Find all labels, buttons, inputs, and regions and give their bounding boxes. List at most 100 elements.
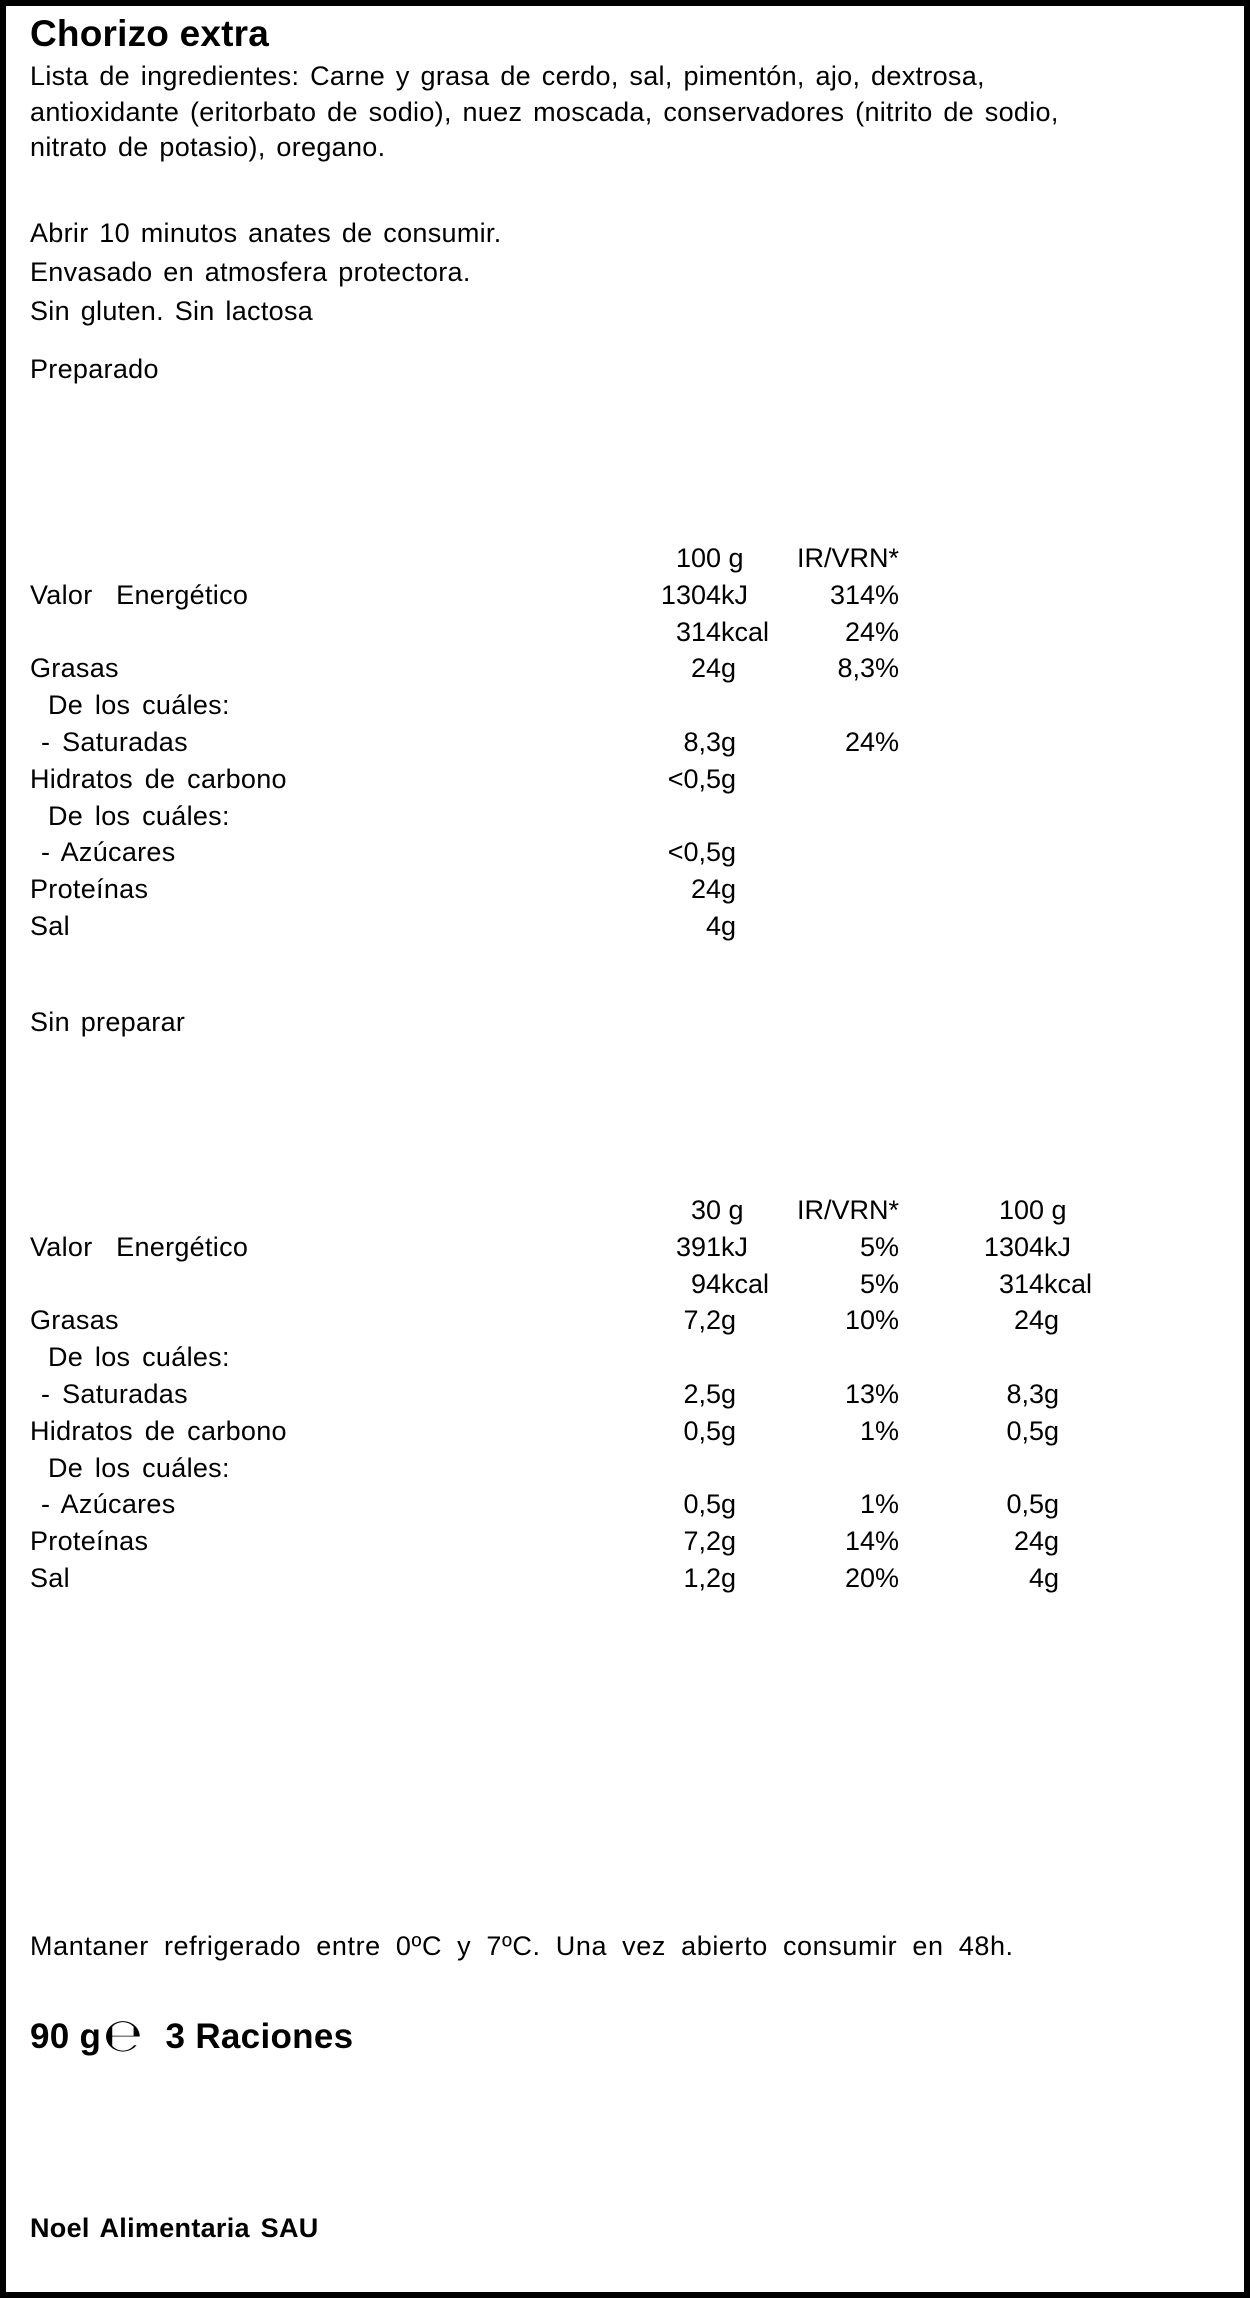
amount-number: 4 [705, 910, 721, 941]
nutrient-label: Valor Energético [30, 1231, 249, 1262]
table-row: Proteínas 24 g [30, 871, 1116, 908]
text-line: nitrato de potasio), oregano. [30, 132, 386, 162]
page-title: Chorizo extra [30, 13, 270, 54]
amount-unit: kcal [721, 1268, 770, 1299]
manufacturer-block: Noel Alimentaria SAU Pla de Begudà s/n, … [30, 2128, 838, 2292]
percent-value: 1% [859, 1415, 899, 1446]
amount-number: 0,5 [683, 1489, 721, 1520]
amount-number [566, 1450, 721, 1487]
per100-unit [1044, 614, 1116, 651]
column-header-irvrn: IR/VRN* [796, 1195, 899, 1225]
nutrient-label: De los cuáles: [48, 800, 230, 831]
percent-value: 13% [844, 1378, 899, 1409]
table-row: - Saturadas 8,3 g 24% [30, 724, 1116, 761]
per100-number [899, 577, 1044, 614]
percent-value: 5% [859, 1231, 899, 1262]
nutrient-label: - Saturadas [41, 1378, 188, 1409]
amount-number: 314 [675, 616, 721, 647]
percent-value: 1% [859, 1489, 899, 1520]
column-spacer [30, 540, 566, 577]
amount-unit: g [721, 1489, 737, 1520]
column-header-amount: 30 [690, 1195, 721, 1225]
percent-value [796, 1339, 899, 1376]
per100-unit [1044, 798, 1116, 835]
per100-number [899, 761, 1044, 798]
per100-number [899, 724, 1044, 761]
per100-unit [1044, 1339, 1116, 1376]
nutrition-table-unprepared: 30 g IR/VRN* 100 g Valor Energético 391 kJ 5% 1… [30, 1192, 1116, 1597]
amount-unit [721, 687, 796, 724]
column-header-irvrn: IR/VRN* [796, 543, 899, 573]
ingredients-text: Lista de ingredientes: Carne y grasa de … [30, 59, 1210, 166]
text-line: Sin gluten. Sin lactosa [30, 296, 314, 327]
nutrient-label: Proteínas [30, 1526, 149, 1557]
servings-count: 3 Raciones [165, 2017, 354, 2056]
per100-unit: g [1044, 1415, 1060, 1446]
per100-number: 4 [1028, 1562, 1044, 1593]
nutrient-label: De los cuáles: [48, 1452, 230, 1483]
per100-number [899, 834, 1044, 871]
nutrient-label [30, 614, 566, 651]
per100-unit [1044, 761, 1116, 798]
per100-unit [1044, 871, 1116, 908]
per100-number [899, 687, 1044, 724]
column-header-per100 [899, 540, 1044, 577]
table-row: Sal 4 g [30, 908, 1116, 945]
per100-unit [1044, 724, 1116, 761]
nutrition-table-prepared: 100 g IR/VRN* Valor Energético 1304 kJ 314% 31… [30, 540, 1116, 945]
percent-value [796, 798, 899, 835]
percent-value [796, 687, 899, 724]
amount-unit: kJ [721, 1231, 748, 1262]
amount-unit: g [721, 1305, 737, 1336]
amount-unit: g [721, 726, 737, 757]
table-row: Hidratos de carbono <0,5 g [30, 761, 1116, 798]
table-row: Hidratos de carbono 0,5 g 1% 0,5 g [30, 1413, 1116, 1450]
estimated-sign-icon: ℮ [103, 2008, 143, 2062]
per100-number: 314 [998, 1268, 1044, 1299]
table-row: Proteínas 7,2 g 14% 24 g [30, 1523, 1116, 1560]
storage-instructions: Mantaner refrigerado entre 0ºC y 7ºC. Un… [30, 1931, 1014, 1961]
usage-notes: Abrir 10 minutos anates de consumir. Enva… [30, 214, 502, 332]
section-heading-unprepared: Sin preparar [30, 1007, 186, 1037]
per100-unit: g [1044, 1526, 1060, 1557]
amount-number: 1304 [660, 579, 721, 610]
per100-number [899, 1339, 1044, 1376]
column-header-amount-unit: g [721, 543, 744, 573]
per100-unit: g [1044, 1305, 1060, 1336]
per100-unit: g [1044, 1562, 1060, 1593]
amount-unit: kJ [721, 579, 748, 610]
nutrient-label: - Saturadas [41, 726, 188, 757]
per100-unit [1044, 577, 1116, 614]
per100-number [899, 650, 1044, 687]
per100-unit: kJ [1044, 1231, 1071, 1262]
column-spacer [30, 1192, 566, 1229]
nutrient-label: De los cuáles: [48, 1342, 230, 1373]
nutrient-label: De los cuáles: [48, 690, 230, 721]
percent-value: 8,3% [837, 653, 899, 684]
percent-value [796, 761, 899, 798]
nutrient-label: - Azúcares [41, 1489, 176, 1520]
manufacturer-name: Noel Alimentaria SAU [30, 2213, 319, 2243]
table-row: Grasas 24 g 8,3% [30, 650, 1116, 687]
table-row: De los cuáles: [30, 798, 1116, 835]
table-row: Valor Energético 391 kJ 5% 1304 kJ [30, 1229, 1116, 1266]
percent-value: 24% [844, 616, 899, 647]
section-heading-prepared: Preparado [30, 354, 159, 384]
per100-number: 0,5 [1006, 1415, 1044, 1446]
amount-unit: g [721, 837, 737, 868]
amount-number [566, 798, 721, 835]
amount-number: 7,2 [683, 1305, 721, 1336]
amount-unit [721, 1450, 796, 1487]
amount-number: <0,5 [667, 763, 721, 794]
table-row: Sal 1,2 g 20% 4 g [30, 1560, 1116, 1597]
per100-unit: kcal [1044, 1268, 1093, 1299]
table-row: Grasas 7,2 g 10% 24 g [30, 1302, 1116, 1339]
percent-value: 10% [844, 1305, 899, 1336]
amount-unit: g [721, 874, 737, 905]
nutrient-label: Valor Energético [30, 579, 249, 610]
amount-unit: kcal [721, 616, 770, 647]
per100-number [899, 1450, 1044, 1487]
amount-number: 24 [690, 653, 721, 684]
table-header-row: 100 g IR/VRN* [30, 540, 1116, 577]
